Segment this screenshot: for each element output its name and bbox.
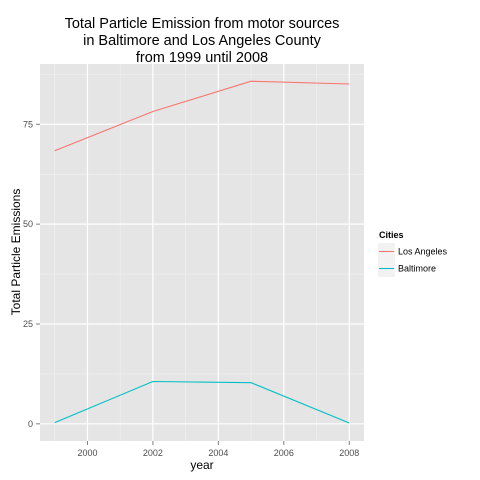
- legend-items: Los Angeles Baltimore: [378, 243, 448, 277]
- panel-background: [40, 64, 364, 441]
- x-tick-label: 2006: [274, 448, 294, 458]
- series-line-baltimore: [54, 380, 350, 424]
- major-gridlines: [40, 64, 364, 441]
- x-axis: 2000 2002 2004 2006 2008: [77, 441, 359, 458]
- x-tick-label: 2008: [339, 448, 359, 458]
- y-tick-label: 25: [23, 319, 33, 329]
- series-line-los-angeles: [54, 80, 350, 152]
- y-tick-label: 75: [23, 119, 33, 129]
- y-axis: 0 25 50 75: [23, 119, 40, 429]
- legend-label: Baltimore: [398, 264, 436, 274]
- series-lines: [54, 80, 350, 424]
- x-tick-label: 2000: [77, 448, 97, 458]
- y-axis-title: Total Particle Emissions: [9, 189, 23, 316]
- chart-title-line-2: in Baltimore and Los Angeles County: [83, 33, 322, 49]
- y-tick-label: 50: [23, 219, 33, 229]
- x-tick-label: 2004: [208, 448, 228, 458]
- chart-title-line-1: Total Particle Emission from motor sourc…: [65, 16, 340, 32]
- legend: Cities Los Angeles Baltimore: [378, 230, 448, 277]
- minor-gridlines: [40, 64, 364, 441]
- legend-title: Cities: [379, 230, 404, 240]
- legend-label: Los Angeles: [398, 247, 448, 257]
- y-tick-label: 0: [28, 419, 33, 429]
- chart-title-line-3: from 1999 until 2008: [136, 50, 268, 66]
- x-axis-title: year: [190, 458, 213, 472]
- x-tick-label: 2002: [143, 448, 163, 458]
